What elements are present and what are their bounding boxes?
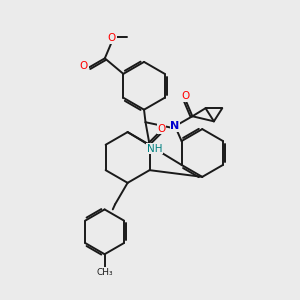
Text: O: O [158,124,166,134]
Text: NH: NH [147,143,162,154]
Text: O: O [181,91,189,101]
Text: CH₃: CH₃ [96,268,113,277]
Text: N: N [170,121,179,131]
Text: O: O [80,61,88,71]
Text: O: O [108,33,116,43]
